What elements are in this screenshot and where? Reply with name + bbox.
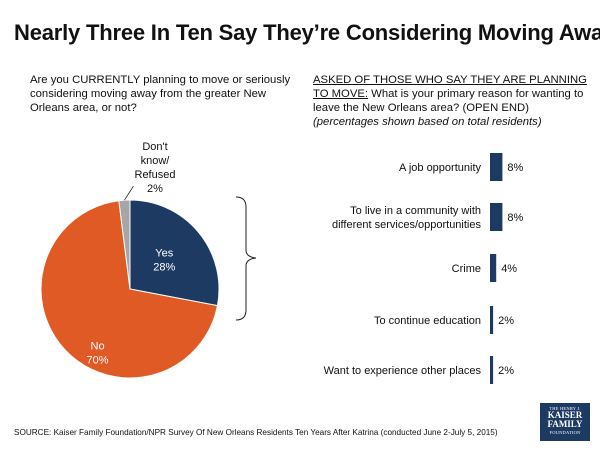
pie-chart: Yes 28% No 70% Don't know/Refused 2% (40, 141, 220, 379)
pie-label-no: No (91, 340, 105, 352)
bar-category-5: Want to experience other places (324, 365, 482, 377)
bar-5 (490, 356, 494, 384)
logo-name-line2: FAMILY (547, 419, 583, 429)
bar-category-3: Crime (452, 263, 481, 275)
bar-category-1: A job opportunity (399, 162, 481, 174)
bar-question: ASKED OF THOSE WHO SAY THEY ARE PLANNING… (313, 73, 598, 129)
pie-value-yes: 28% (153, 262, 175, 274)
logo-bottom-text: FOUNDATION (549, 430, 581, 435)
bar-3 (490, 254, 497, 282)
bar-4 (490, 306, 494, 334)
bar-category-2-line-1: To live in a community with (350, 205, 481, 217)
bar-1 (490, 153, 503, 181)
logo-name-line1: KAISER (547, 410, 583, 420)
pie-label-yes: Yes (155, 248, 173, 260)
pie-label-dont-know-line-2: know/ (141, 155, 171, 167)
bar-question-underlined: ASKED OF THOSE WHO SAY THEY ARE PLANNING… (313, 74, 587, 100)
bar-value-1: 8% (507, 162, 523, 174)
bar-category-4: To continue education (374, 315, 481, 327)
pie-leader-line (124, 185, 134, 201)
pie-label-dont-know-line-3: Refused (135, 169, 176, 181)
pie-value-dont-know: 2% (147, 183, 163, 195)
bar-value-2: 8% (507, 212, 523, 224)
pie-slice-no (40, 200, 219, 379)
bar-question-text: What is your primary reason for wanting … (313, 88, 584, 114)
bar-value-4: 2% (498, 315, 514, 327)
pie-label-dont-know-line-1: Don't (142, 141, 167, 153)
pie-value-no: 70% (87, 354, 109, 366)
kff-logo: THE HENRY J. KAISER FAMILY FOUNDATION (540, 403, 590, 441)
pie-slice-yes (129, 199, 220, 307)
bar-chart: 8% A job opportunity 8% To live in a commun… (324, 153, 524, 384)
bar-value-5: 2% (498, 365, 514, 377)
pie-question: Are you CURRENTLY planning to move or se… (30, 74, 291, 114)
pie-slice-dont-know (118, 199, 131, 290)
bracket (235, 196, 257, 321)
source-note: SOURCE: Kaiser Family Foundation/NPR Sur… (14, 428, 498, 437)
logo-top-text: THE HENRY J. (549, 406, 581, 411)
bar-question-note: (percentages shown based on total reside… (313, 116, 542, 128)
chart-title: Nearly Three In Ten Say They’re Consider… (14, 20, 600, 45)
bar-2 (490, 203, 503, 231)
bar-value-3: 4% (501, 263, 517, 275)
bar-category-2-line-2: different services/opportunities (332, 219, 481, 231)
